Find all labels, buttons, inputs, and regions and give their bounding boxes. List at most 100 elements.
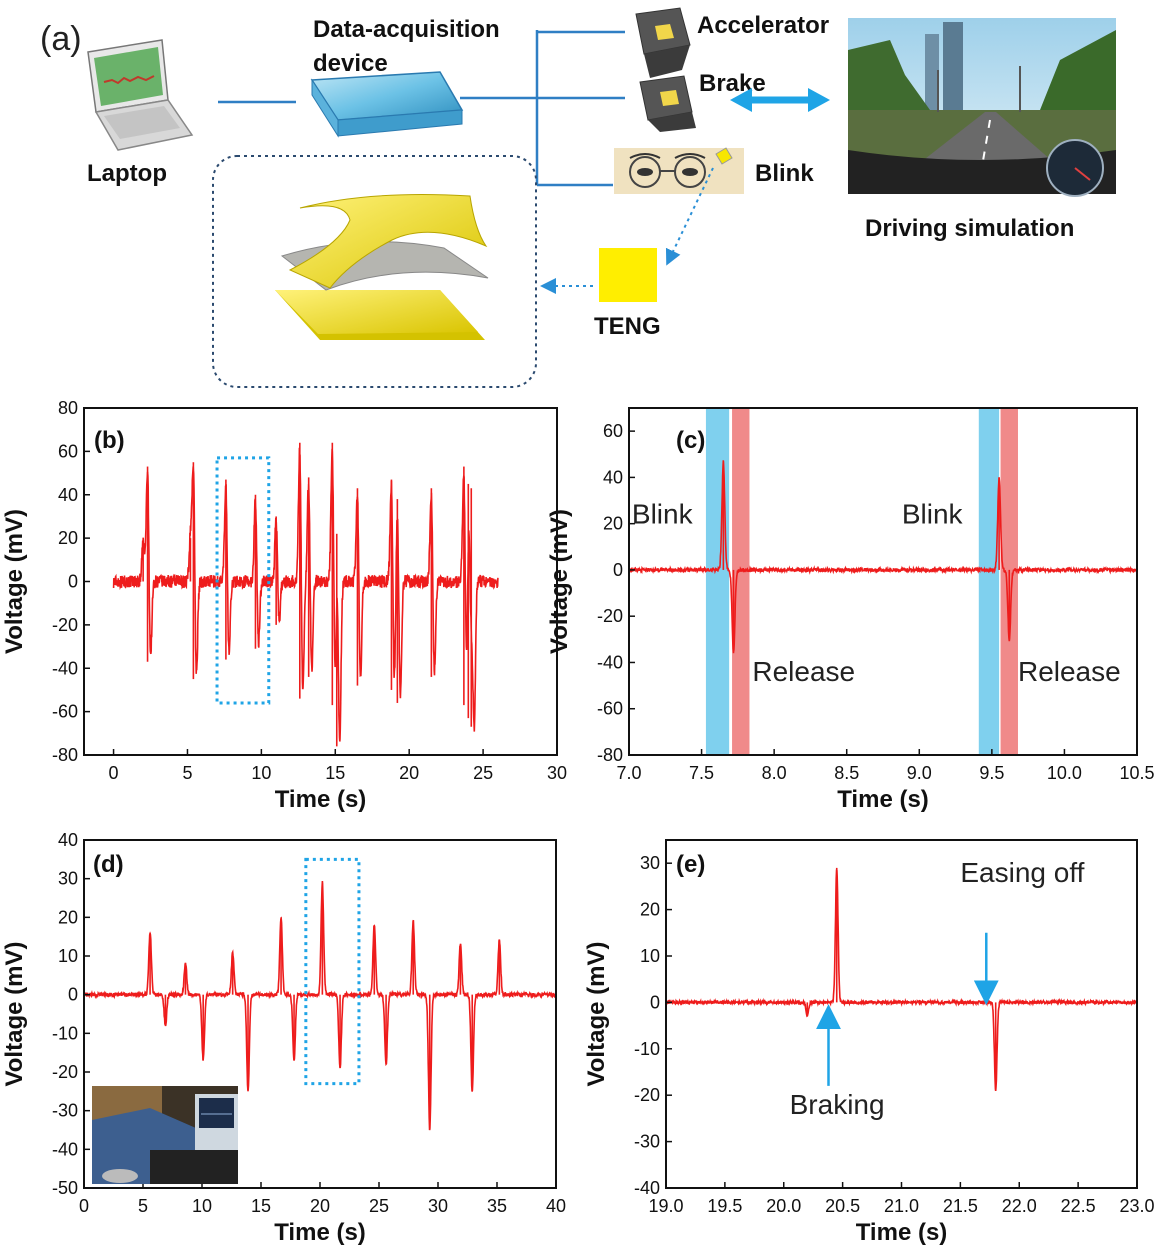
chart-e-ytick-label-4: 0 <box>650 992 660 1012</box>
chart-c-annotation-0: Blink <box>632 499 694 530</box>
driving-simulation-label: Driving simulation <box>865 215 1074 242</box>
chart-e-xtick-label-8: 23.0 <box>1119 1196 1154 1216</box>
chart-c-xtick-label-0: 7.0 <box>616 763 641 783</box>
chart-e-annotation-0: Easing off <box>960 857 1084 888</box>
chart-b-xlabel: Time (s) <box>275 786 367 813</box>
chart-c-ytick-label-4: 0 <box>613 560 623 580</box>
chart-d-ytick-label-2: -30 <box>52 1101 78 1121</box>
chart-d-ytick-label-1: -40 <box>52 1139 78 1159</box>
chart-b-ytick-label-5: 20 <box>58 528 78 548</box>
chart-d-xlabel: Time (s) <box>274 1219 366 1245</box>
chart-d-panel-label: (d) <box>93 851 124 878</box>
chart-e-xtick-label-5: 21.5 <box>943 1196 978 1216</box>
chart-b-xtick-label-4: 20 <box>399 763 419 783</box>
chart-c-ytick-label-0: -80 <box>597 745 623 765</box>
laptop-icon <box>88 40 192 150</box>
chart-c-ytick-label-3: -20 <box>597 606 623 626</box>
daq-device-icon <box>312 72 462 136</box>
chart-d-xtick-label-5: 25 <box>369 1196 389 1216</box>
blink-label: Blink <box>755 160 814 187</box>
chart-b-panel-label: (b) <box>94 427 125 454</box>
chart-e-xtick-label-2: 20.0 <box>766 1196 801 1216</box>
chart-c-ytick-label-6: 40 <box>603 467 623 487</box>
chart-c-layer: 7.0 7.5 8.0 8.5 9.0 9.5 10.0 10.5 -80 -60 -40 -20 0 2… <box>546 408 1155 813</box>
chart-c-xtick-label-5: 9.5 <box>979 763 1004 783</box>
chart-e-xlabel: Time (s) <box>856 1219 948 1245</box>
chart-c-xtick-label-4: 9.0 <box>907 763 932 783</box>
chart-d-xtick-label-1: 5 <box>138 1196 148 1216</box>
chart-e-ytick-label-2: -20 <box>634 1085 660 1105</box>
chart-d-ytick-label-7: 20 <box>58 907 78 927</box>
chart-e-ytick-label-0: -40 <box>634 1178 660 1198</box>
chart-e-ytick-label-1: -30 <box>634 1132 660 1152</box>
chart-b-ytick-label-8: 80 <box>58 398 78 418</box>
chart-b-ytick-label-1: -60 <box>52 702 78 722</box>
chart-d-xtick-label-4: 20 <box>310 1196 330 1216</box>
chart-b-layer: 0 5 10 15 20 25 30 -80 -60 -40 -20 0 20 40 60 80 Time (s… <box>1 398 567 813</box>
chart-b-ylabel: Voltage (mV) <box>1 509 28 654</box>
teng-layers-icon <box>275 195 488 341</box>
laptop-label: Laptop <box>87 160 167 187</box>
chart-b-ytick-label-0: -80 <box>52 745 78 765</box>
chart-b-xtick-label-3: 15 <box>325 763 345 783</box>
chart-c-ytick-label-5: 20 <box>603 514 623 534</box>
teng-square-icon <box>599 248 657 302</box>
chart-c-xtick-label-2: 8.0 <box>762 763 787 783</box>
chart-b-xtick-label-2: 10 <box>251 763 271 783</box>
chart-d-xtick-label-7: 35 <box>487 1196 507 1216</box>
driving-simulation-image <box>848 18 1116 196</box>
chart-e-ytick-label-6: 20 <box>640 900 660 920</box>
chart-b-xtick-label-0: 0 <box>109 763 119 783</box>
chart-d-ytick-label-0: -50 <box>52 1178 78 1198</box>
chart-d-xtick-label-6: 30 <box>428 1196 448 1216</box>
chart-d-zoom-box <box>306 859 359 1083</box>
chart-d-inset-photo <box>92 1086 238 1184</box>
chart-b-ytick-label-6: 40 <box>58 485 78 505</box>
eye-glasses-icon <box>614 148 744 194</box>
chart-e-frame <box>666 840 1137 1188</box>
chart-b-xtick-label-5: 25 <box>473 763 493 783</box>
chart-b-xtick-label-1: 5 <box>182 763 192 783</box>
chart-e: 19.0 19.5 20.0 20.5 21.0 21.5 22.0 22.5 23.0-40-… <box>583 840 1155 1245</box>
chart-d-ytick-label-9: 40 <box>58 830 78 850</box>
daq-label-line1: Data-acquisition <box>313 16 500 43</box>
chart-c-ylabel: Voltage (mV) <box>546 509 573 654</box>
chart-d-ytick-label-3: -20 <box>52 1062 78 1082</box>
chart-c-frame <box>629 408 1137 755</box>
chart-c-band-2 <box>979 408 999 755</box>
chart-c-xtick-label-1: 7.5 <box>689 763 714 783</box>
chart-d-ytick-label-8: 30 <box>58 869 78 889</box>
chart-d-xtick-label-8: 40 <box>546 1196 566 1216</box>
chart-c-band-1 <box>732 408 749 755</box>
chart-d-layer: 0 5 10 15 20 25 30 35 40 -50 -40 -30 -20 -10 0 10 20 30 40… <box>1 830 566 1245</box>
accelerator-pedal-icon <box>636 8 690 78</box>
chart-e-xtick-label-4: 21.0 <box>884 1196 919 1216</box>
chart-c-signal-line <box>629 460 1137 651</box>
chart-b-ytick-label-7: 60 <box>58 441 78 461</box>
chart-e-xtick-label-3: 20.5 <box>825 1196 860 1216</box>
chart-e-xtick-label-1: 19.5 <box>707 1196 742 1216</box>
chart-c-annotation-1: Release <box>752 656 855 687</box>
chart-d-ytick-label-5: 0 <box>68 985 78 1005</box>
panel-a-label: (a) <box>40 20 82 58</box>
chart-e-ytick-label-7: 30 <box>640 853 660 873</box>
chart-c-xlabel: Time (s) <box>837 786 929 813</box>
chart-c-ytick-label-2: -40 <box>597 652 623 672</box>
chart-e-xtick-label-6: 22.0 <box>1002 1196 1037 1216</box>
chart-c-xtick-label-3: 8.5 <box>834 763 859 783</box>
panel-a: (a) Laptop Data-acquisition device <box>40 8 1116 387</box>
chart-d-ytick-label-4: -10 <box>52 1023 78 1043</box>
chart-d-ylabel: Voltage (mV) <box>1 942 28 1087</box>
chart-b-ytick-label-4: 0 <box>68 572 78 592</box>
chart-b-ytick-label-2: -40 <box>52 658 78 678</box>
chart-c-ytick-label-1: -60 <box>597 699 623 719</box>
chart-d-xtick-label-2: 10 <box>192 1196 212 1216</box>
chart-e-layer: 19.0 19.5 20.0 20.5 21.0 21.5 22.0 22.5 23.0 -40 -… <box>583 840 1155 1245</box>
chart-b-ytick-label-3: -20 <box>52 615 78 635</box>
chart-c: 7.0 7.5 8.0 8.5 9.0 9.5 10.0 10.5-80-60-40-2002… <box>546 408 1155 813</box>
chart-c-annotation-3: Release <box>1018 656 1121 687</box>
chart-b: 0 5 10 15 20 25 30 -80 -60 -40 -20 0 20 40 60 80 Time (s… <box>1 398 567 813</box>
chart-c-xtick-label-7: 10.5 <box>1119 763 1154 783</box>
